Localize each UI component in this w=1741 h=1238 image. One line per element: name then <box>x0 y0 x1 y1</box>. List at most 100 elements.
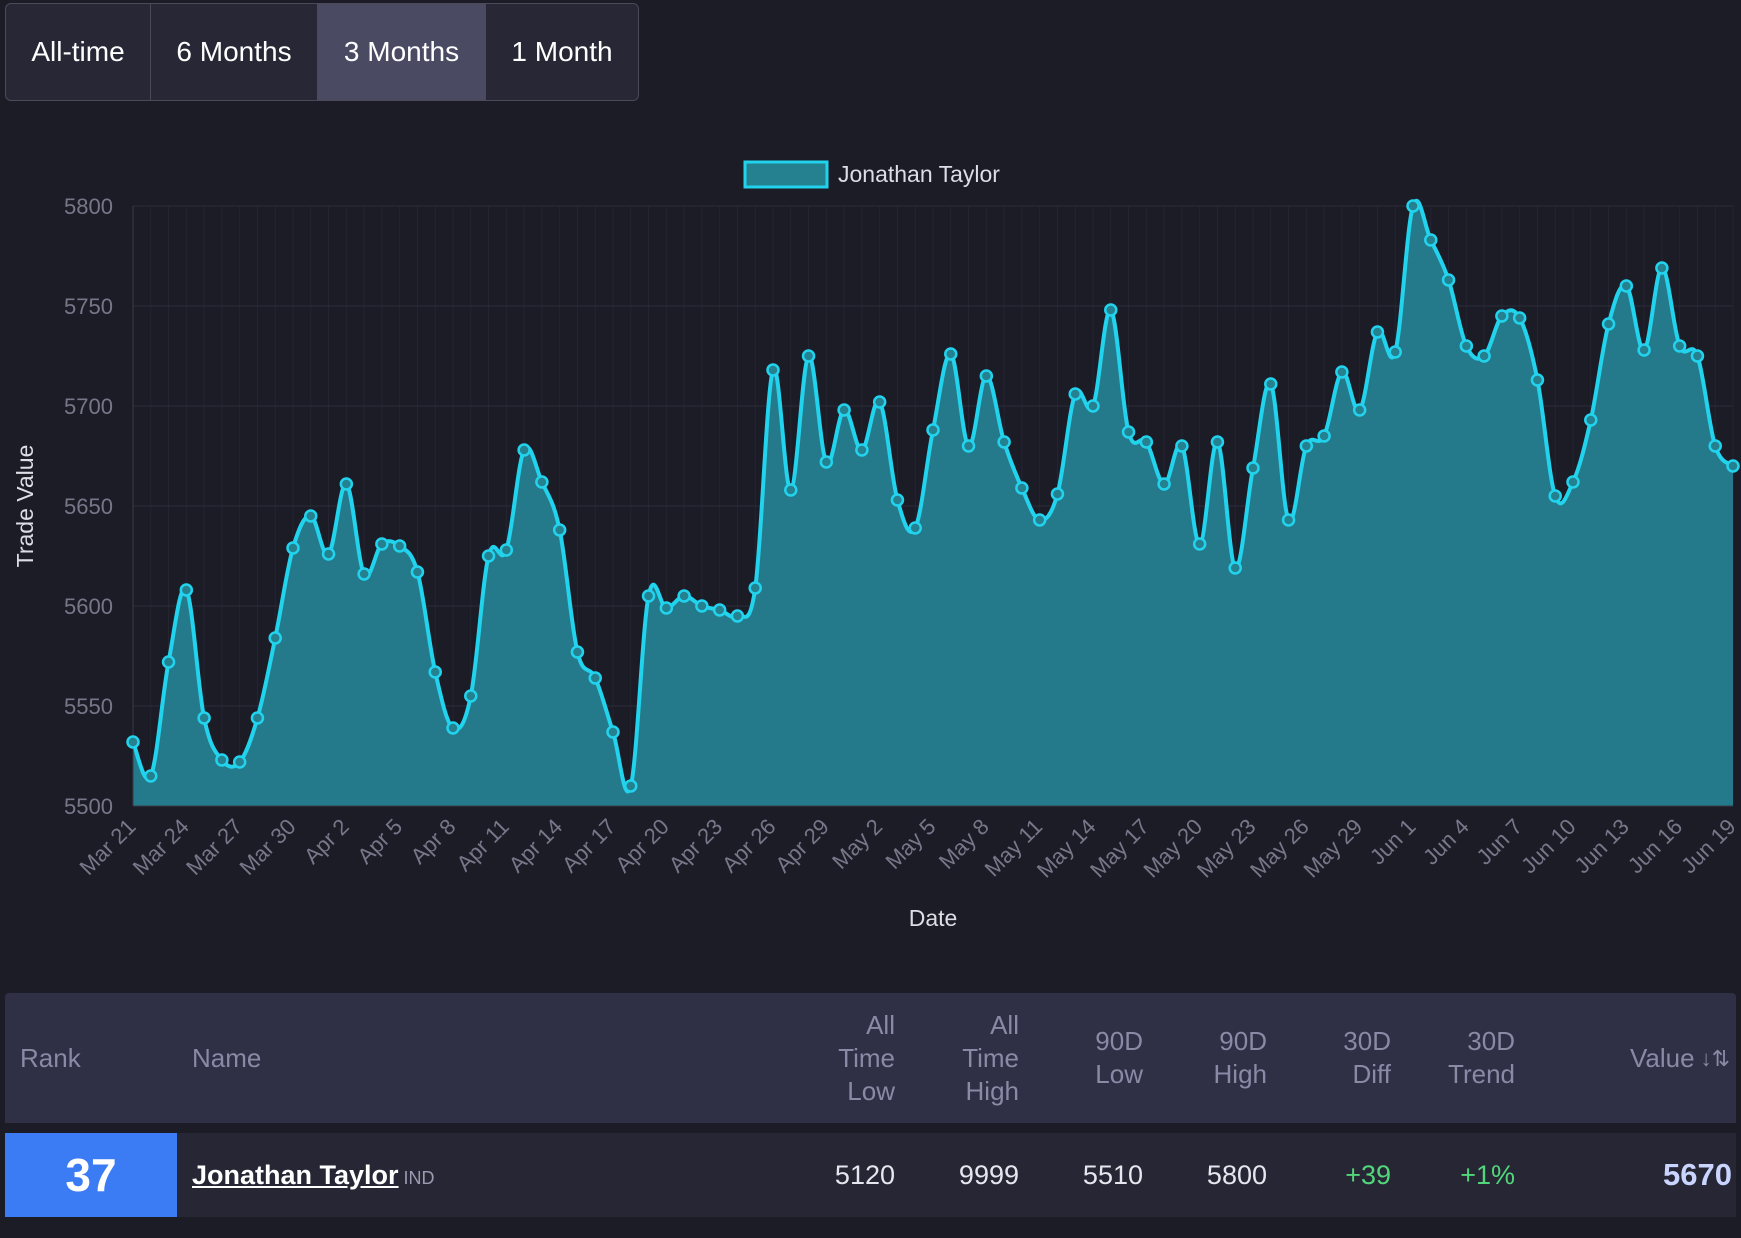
data-point[interactable] <box>1548 489 1562 503</box>
data-point[interactable] <box>464 689 478 703</box>
data-point[interactable] <box>784 483 798 497</box>
data-point[interactable] <box>1175 439 1189 453</box>
data-point[interactable] <box>1068 387 1082 401</box>
data-point[interactable] <box>1619 279 1634 293</box>
data-point[interactable] <box>1317 429 1331 443</box>
data-point[interactable] <box>677 589 691 603</box>
data-point[interactable] <box>1139 435 1154 449</box>
data-point[interactable] <box>1477 349 1491 363</box>
data-point[interactable] <box>1335 365 1349 379</box>
player-name-link[interactable]: Jonathan Taylor <box>192 1159 399 1190</box>
data-point[interactable] <box>232 755 247 769</box>
data-point[interactable] <box>1299 439 1314 453</box>
data-point[interactable] <box>144 769 158 783</box>
data-point[interactable] <box>446 721 460 735</box>
data-point[interactable] <box>570 645 585 659</box>
data-point[interactable] <box>268 631 282 645</box>
data-point[interactable] <box>712 603 727 617</box>
data-point[interactable] <box>535 475 549 489</box>
data-point[interactable] <box>1726 459 1740 473</box>
col-30d-diff[interactable]: 30D Diff <box>1343 1026 1391 1089</box>
data-point[interactable] <box>1192 537 1207 551</box>
data-point[interactable] <box>1104 303 1118 317</box>
data-point[interactable] <box>1512 311 1527 325</box>
data-point[interactable] <box>375 537 389 551</box>
data-point[interactable] <box>695 599 709 613</box>
data-point[interactable] <box>1015 481 1029 495</box>
data-point[interactable] <box>1637 343 1651 357</box>
data-point[interactable] <box>855 443 869 457</box>
data-point[interactable] <box>1672 339 1687 353</box>
data-point[interactable] <box>748 581 762 595</box>
col-value[interactable]: Value ↓⇅ <box>1629 1042 1730 1073</box>
data-point[interactable] <box>321 547 336 561</box>
data-point[interactable] <box>1370 325 1385 339</box>
data-point[interactable] <box>161 655 176 669</box>
data-point[interactable] <box>392 539 407 553</box>
legend-swatch[interactable] <box>743 160 829 189</box>
data-point[interactable] <box>1459 339 1474 353</box>
col-90d-low[interactable]: 90D Low <box>1095 1026 1143 1089</box>
data-point[interactable] <box>1441 273 1456 287</box>
data-point[interactable] <box>1352 403 1367 417</box>
data-point[interactable] <box>1424 233 1438 247</box>
data-point[interactable] <box>624 779 638 793</box>
data-point[interactable] <box>801 349 816 363</box>
data-point[interactable] <box>979 369 994 383</box>
data-point[interactable] <box>1228 561 1242 575</box>
data-point[interactable] <box>588 671 602 685</box>
col-30d-trend[interactable]: 30D Trend <box>1448 1026 1515 1089</box>
data-point[interactable] <box>304 509 318 523</box>
sort-descending-icon[interactable]: ↓⇅ <box>1700 1045 1730 1071</box>
data-point[interactable] <box>517 443 531 457</box>
data-point[interactable] <box>428 665 442 679</box>
data-point[interactable] <box>659 601 674 615</box>
data-point[interactable] <box>250 711 265 725</box>
data-point[interactable] <box>1264 377 1278 391</box>
col-rank[interactable]: Rank <box>20 1042 81 1073</box>
data-point[interactable] <box>1050 487 1065 501</box>
data-point[interactable] <box>1281 513 1296 527</box>
data-point[interactable] <box>730 609 745 623</box>
data-point[interactable] <box>1530 373 1545 387</box>
data-point[interactable] <box>890 493 905 507</box>
data-point[interactable] <box>766 363 780 377</box>
data-point[interactable] <box>1032 513 1047 527</box>
table-row[interactable]: 37 Jonathan Taylor IND 5120 9999 5510 58… <box>5 1133 1736 1217</box>
data-point[interactable] <box>944 347 958 361</box>
data-point[interactable] <box>357 567 371 581</box>
col-name[interactable]: Name <box>192 1042 262 1073</box>
data-point[interactable] <box>215 753 229 767</box>
tab-6-months[interactable]: 6 Months <box>151 4 318 100</box>
data-point[interactable] <box>1584 413 1598 427</box>
data-point[interactable] <box>908 521 922 535</box>
chart-legend[interactable]: Jonathan Taylor <box>743 160 1000 189</box>
data-point[interactable] <box>872 395 887 409</box>
col-all-time-high[interactable]: All Time High <box>962 1009 1019 1106</box>
data-point[interactable] <box>499 543 514 557</box>
legend-label[interactable]: Jonathan Taylor <box>838 161 1000 187</box>
data-point[interactable] <box>179 583 194 597</box>
data-point[interactable] <box>1406 199 1420 213</box>
data-point[interactable] <box>1246 461 1260 475</box>
tab-1-month[interactable]: 1 Month <box>511 36 613 67</box>
data-point[interactable] <box>1086 399 1100 413</box>
data-point[interactable] <box>641 589 656 603</box>
tab-3-months[interactable]: 3 Months <box>318 4 486 100</box>
data-point[interactable] <box>1495 309 1509 323</box>
tab-all-time[interactable]: All-time <box>6 4 151 100</box>
data-point[interactable] <box>552 523 567 537</box>
data-point[interactable] <box>1388 345 1402 359</box>
data-point[interactable] <box>339 477 354 491</box>
data-point[interactable] <box>1210 435 1225 449</box>
data-point[interactable] <box>837 403 851 417</box>
data-point[interactable] <box>1708 439 1722 453</box>
data-point[interactable] <box>410 565 425 579</box>
data-point[interactable] <box>126 735 140 749</box>
data-point[interactable] <box>997 435 1011 449</box>
col-all-time-low[interactable]: All Time Low <box>838 1009 895 1106</box>
data-point[interactable] <box>197 711 211 725</box>
data-point[interactable] <box>286 541 300 555</box>
col-90d-high[interactable]: 90D High <box>1213 1026 1267 1089</box>
data-point[interactable] <box>1601 317 1616 331</box>
